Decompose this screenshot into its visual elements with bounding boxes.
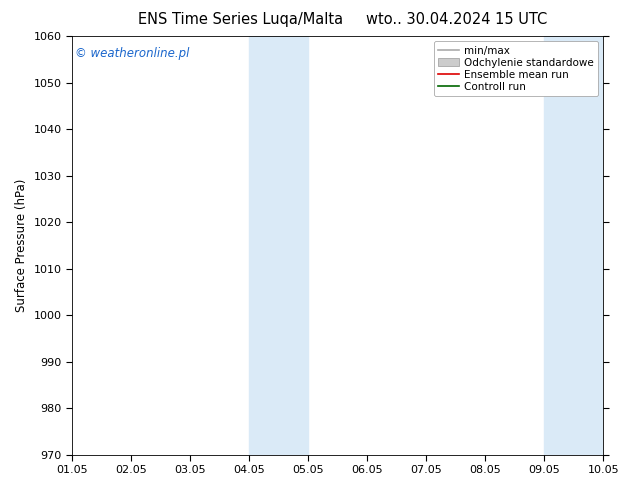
- Y-axis label: Surface Pressure (hPa): Surface Pressure (hPa): [15, 179, 28, 312]
- Text: wto.. 30.04.2024 15 UTC: wto.. 30.04.2024 15 UTC: [366, 12, 547, 27]
- Bar: [544, 36, 603, 455]
- Legend: min/max, Odchylenie standardowe, Ensemble mean run, Controll run: min/max, Odchylenie standardowe, Ensembl…: [434, 41, 598, 96]
- Bar: [249, 36, 308, 455]
- Text: ENS Time Series Luqa/Malta: ENS Time Series Luqa/Malta: [138, 12, 344, 27]
- Text: © weatheronline.pl: © weatheronline.pl: [75, 47, 189, 60]
